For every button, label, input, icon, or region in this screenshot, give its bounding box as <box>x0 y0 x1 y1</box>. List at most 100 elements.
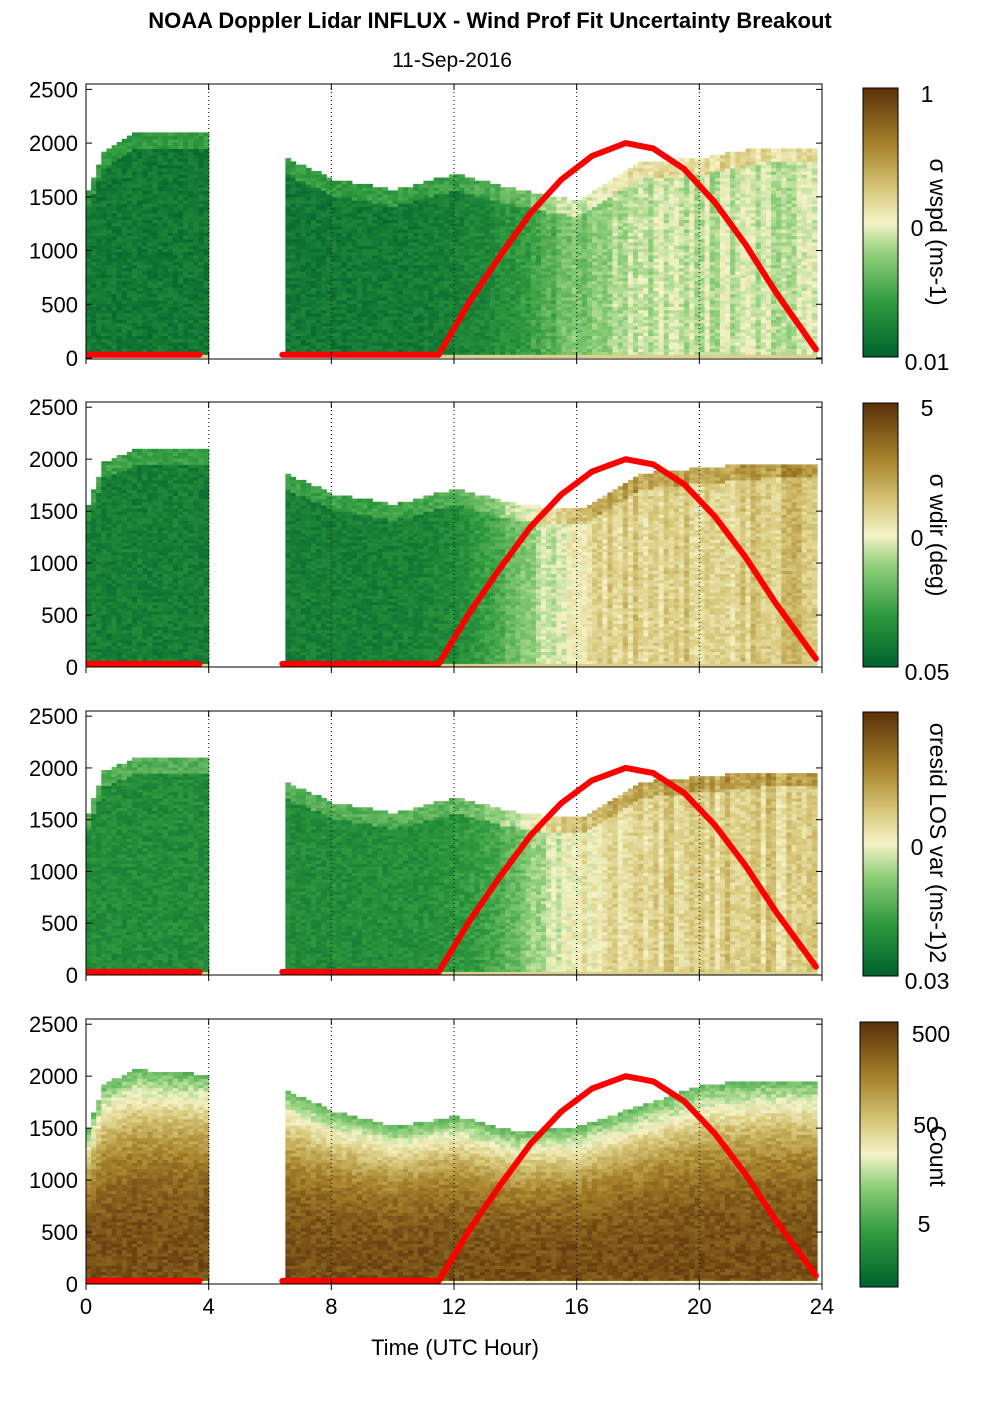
heatmap-cell <box>392 280 399 285</box>
heatmap-cell <box>193 280 200 285</box>
heatmap-cell <box>300 193 307 198</box>
heatmap-cell <box>300 277 307 282</box>
heatmap-cell <box>474 329 481 333</box>
heatmap-cell <box>556 283 562 288</box>
heatmap-cell <box>464 267 470 272</box>
heatmap-cell <box>505 203 511 208</box>
heatmap-cell <box>372 229 378 233</box>
heatmap-cell <box>316 338 322 343</box>
heatmap-cell <box>305 267 312 272</box>
heatmap-cell <box>172 245 179 249</box>
heatmap-cell <box>479 293 486 298</box>
heatmap-cell <box>351 306 358 311</box>
heatmap-cell <box>587 287 593 291</box>
heatmap-cell <box>489 277 496 282</box>
heatmap-cell <box>362 345 368 349</box>
heatmap-cell <box>356 341 363 346</box>
heatmap-cell <box>438 219 445 224</box>
heatmap-cell <box>561 338 568 343</box>
heatmap-cell <box>561 203 568 208</box>
heatmap-cell <box>183 271 189 275</box>
heatmap-cell <box>172 212 179 217</box>
heatmap-cell <box>484 222 491 227</box>
heatmap-cell <box>387 196 394 201</box>
heatmap-cell <box>484 196 491 201</box>
heatmap-cell <box>403 193 409 198</box>
heatmap-cell <box>346 200 353 204</box>
heatmap-cell <box>126 296 133 301</box>
heatmap-cell <box>561 222 568 227</box>
heatmap-cell <box>403 306 409 311</box>
heatmap-cell <box>336 329 343 333</box>
heatmap-cell <box>510 300 516 304</box>
heatmap-cell <box>525 203 532 208</box>
heatmap-cell <box>408 283 414 288</box>
heatmap-cell <box>541 209 547 214</box>
heatmap-cell <box>418 261 424 266</box>
heatmap-cell <box>310 203 317 208</box>
heatmap-cell <box>530 264 537 269</box>
heatmap-cell <box>382 287 389 291</box>
heatmap-cell <box>203 145 210 149</box>
heatmap-cell <box>433 258 440 262</box>
heatmap-cell <box>321 274 327 278</box>
heatmap-cell <box>203 245 210 249</box>
heatmap-cell <box>382 187 389 191</box>
heatmap-cell <box>116 290 123 295</box>
heatmap-cell <box>576 206 583 211</box>
heatmap-cell <box>367 316 373 320</box>
heatmap-cell <box>535 209 542 214</box>
heatmap-cell <box>408 187 414 191</box>
heatmap-cell <box>137 290 143 295</box>
heatmap-cell <box>510 306 516 311</box>
heatmap-cell <box>592 216 598 220</box>
heatmap-cell <box>142 235 148 240</box>
heatmap-cell <box>515 287 522 291</box>
heatmap-cell <box>106 322 113 327</box>
heatmap-cell <box>587 296 593 301</box>
heatmap-cell <box>520 277 527 282</box>
heatmap-cell <box>438 187 445 191</box>
heatmap-cell <box>316 212 322 217</box>
heatmap-cell <box>121 161 128 166</box>
heatmap-cell <box>459 174 465 179</box>
heatmap-cell <box>546 248 552 253</box>
heatmap-cell <box>132 261 138 266</box>
heatmap-cell <box>505 293 511 298</box>
heatmap-cell <box>183 322 189 327</box>
heatmap-cell <box>546 316 552 320</box>
heatmap-cell <box>116 296 123 301</box>
heatmap-cell <box>510 225 516 230</box>
heatmap-cell <box>132 264 138 269</box>
heatmap-cell <box>479 306 486 311</box>
heatmap-cell <box>372 335 378 340</box>
heatmap-cell <box>449 216 455 220</box>
heatmap-cell <box>561 300 568 304</box>
heatmap-cell <box>551 219 557 224</box>
heatmap-cell <box>300 303 307 307</box>
heatmap-cell <box>116 274 123 278</box>
heatmap-cell <box>316 196 322 201</box>
heatmap-cell <box>464 193 470 198</box>
heatmap-cell <box>147 261 153 266</box>
heatmap-cell <box>423 306 430 311</box>
heatmap-cell <box>198 225 205 230</box>
heatmap-cell <box>592 319 598 324</box>
heatmap-cell <box>316 251 322 256</box>
heatmap-cell <box>459 177 465 182</box>
heatmap-cell <box>137 296 143 301</box>
heatmap-cell <box>183 338 189 343</box>
heatmap-cell <box>510 338 516 343</box>
heatmap-cell <box>116 264 123 269</box>
heatmap-cell <box>351 219 358 224</box>
heatmap-cell <box>576 341 583 346</box>
heatmap-cell <box>147 174 153 179</box>
heatmap-cell <box>106 200 113 204</box>
heatmap-cell <box>290 274 297 278</box>
heatmap-cell <box>428 258 435 262</box>
heatmap-cell <box>290 261 297 266</box>
heatmap-cell <box>101 164 107 169</box>
heatmap-cell <box>413 335 419 340</box>
heatmap-cell <box>454 261 460 266</box>
heatmap-cell <box>157 193 164 198</box>
